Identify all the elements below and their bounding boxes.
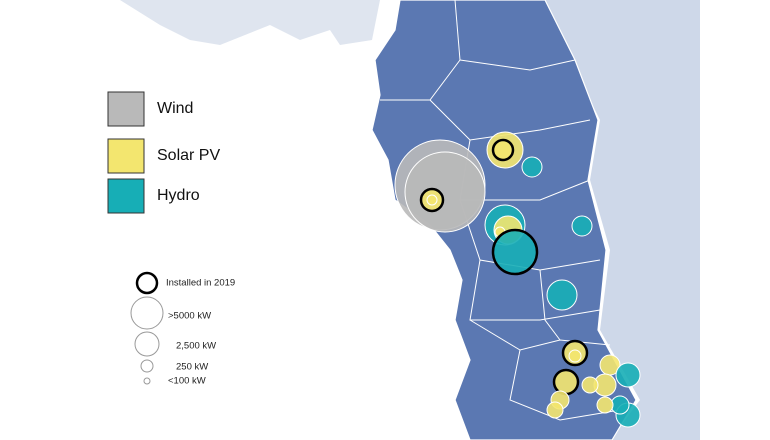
site <box>426 194 438 206</box>
size-label: 250 kW <box>176 362 208 373</box>
legend-swatch <box>107 91 145 127</box>
legend-swatch <box>107 178 145 214</box>
site <box>546 279 578 311</box>
site <box>521 156 543 178</box>
site <box>596 396 614 414</box>
site <box>568 349 582 363</box>
legend: Wind Solar PV Hydro <box>107 91 220 214</box>
size-symbol <box>130 296 164 330</box>
site <box>404 151 486 233</box>
site <box>610 395 630 415</box>
size-legend: Installed in 2019 >5000 kW 2,500 kW 250 … <box>130 271 235 387</box>
size-symbol <box>140 359 154 373</box>
legend-label: Wind <box>157 100 193 117</box>
size-label: 2,500 kW <box>176 341 216 352</box>
site <box>491 228 539 276</box>
land <box>540 0 700 440</box>
sites <box>394 131 641 428</box>
site <box>552 368 580 396</box>
size-symbol <box>143 377 151 385</box>
size-label: >5000 kW <box>168 311 211 322</box>
site <box>615 362 641 388</box>
site <box>581 376 599 394</box>
size-label: Installed in 2019 <box>166 278 235 289</box>
legend-label: Solar PV <box>157 147 220 164</box>
size-symbol <box>134 331 160 357</box>
site <box>491 138 515 162</box>
land <box>120 0 380 45</box>
site <box>571 215 593 237</box>
site <box>546 401 564 419</box>
size-label: <100 kW <box>168 376 206 387</box>
legend-swatch <box>107 138 145 174</box>
installed-symbol <box>135 271 159 295</box>
legend-label: Hydro <box>157 187 200 204</box>
